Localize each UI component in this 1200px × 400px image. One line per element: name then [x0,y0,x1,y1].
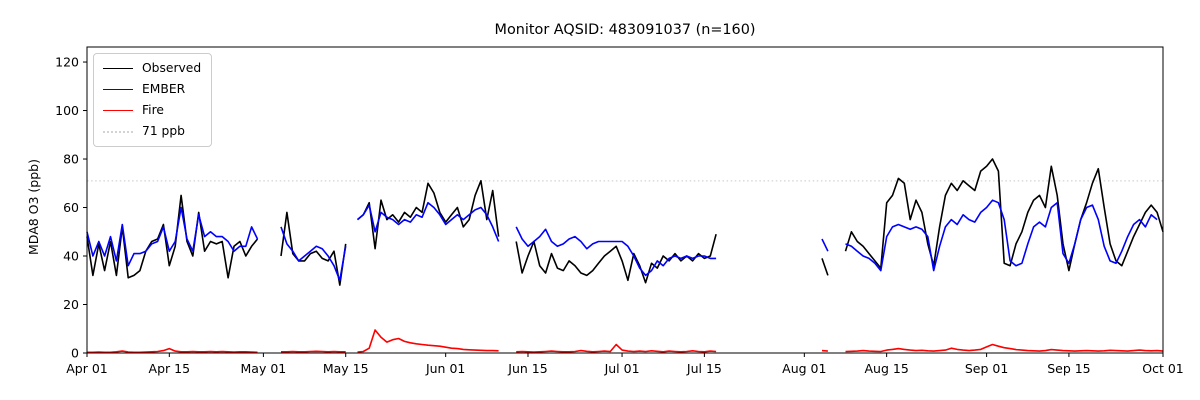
legend-threshold-line [103,130,133,133]
legend-observed-line [103,68,133,69]
y-tick-label: 0 [71,345,79,360]
x-tick-label: May 15 [323,361,369,376]
series-line-observed [86,158,1164,286]
x-tick-label: Apr 15 [149,361,191,376]
x-tick-label: Sep 01 [965,361,1008,376]
x-tick-label: Oct 01 [1142,361,1184,376]
y-tick-label: 120 [55,54,79,69]
legend-ember-label: EMBER [142,82,186,96]
legend-row-ember: EMBER [103,82,201,97]
y-tick-label: 60 [63,200,79,215]
x-tick-label: Aug 15 [865,361,909,376]
legend-row-observed: Observed [103,61,201,76]
y-tick-label: 80 [63,151,79,166]
legend: Observed EMBER Fire 71 ppb [93,53,213,147]
x-tick-label: Jun 01 [425,361,465,376]
series-line-fire [87,329,1164,354]
legend-fire-line [103,110,133,111]
x-tick-label: Jun 15 [507,361,547,376]
x-tick-label: Sep 15 [1047,361,1090,376]
x-tick-label: Aug 01 [782,361,826,376]
legend-fire-label: Fire [142,103,164,117]
x-tick-label: Jul 15 [686,361,722,376]
y-axis-label: MDA8 O3 (ppb) [26,159,41,255]
legend-threshold-label: 71 ppb [142,124,185,138]
chart-title: Monitor AQSID: 483091037 (n=160) [495,22,756,38]
y-tick-label: 100 [55,103,79,118]
legend-ember-line [103,89,133,90]
legend-row-threshold: 71 ppb [103,124,201,139]
y-tick-label: 20 [63,297,79,312]
x-tick-label: Jul 01 [604,361,640,376]
plot-area: 0 20 40 60 80 100 120 Apr 01 Apr 15 May 01 May 15 J… [55,46,1184,376]
y-tick-label: 40 [63,248,79,263]
series-line-ember [86,199,1158,282]
legend-row-fire: Fire [103,103,201,118]
x-tick-label: Apr 01 [66,361,108,376]
x-tick-label: May 01 [241,361,287,376]
legend-observed-label: Observed [142,61,202,75]
axes-frame [86,46,1164,354]
